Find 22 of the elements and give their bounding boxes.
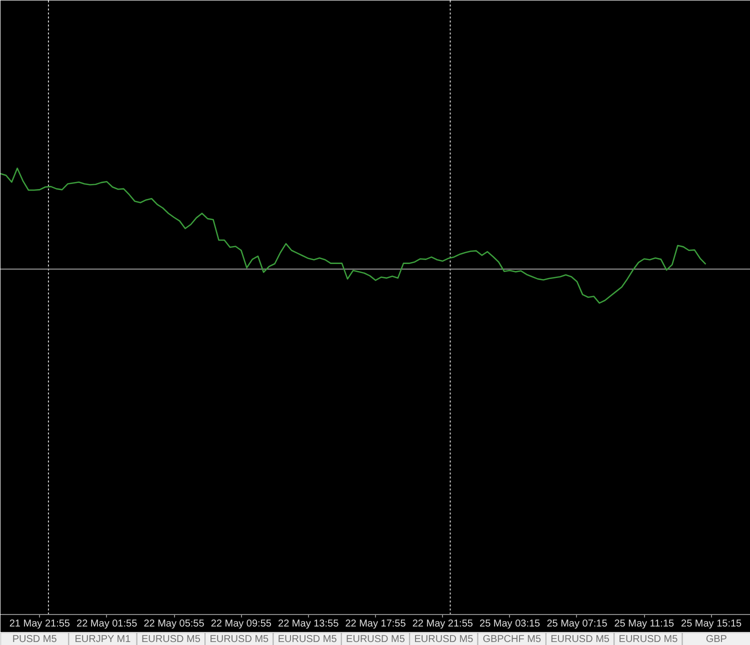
x-tick-label: 22 May 21:55: [412, 618, 474, 630]
text: EURUSD M5: [346, 634, 406, 645]
text: EURJPY M1: [74, 634, 132, 645]
x-tick-label: 22 May 01:55: [76, 618, 138, 630]
text: GBP: [706, 634, 728, 645]
x-tick-label: 22 May 09:55: [210, 618, 272, 630]
text: PUSD M5: [12, 634, 58, 645]
text: EURUSD M5: [142, 634, 201, 645]
x-tick-label: 21 May 21:55: [9, 618, 70, 630]
text: EURUSD M5: [278, 634, 338, 645]
x-tick-label: 25 May 15:15: [681, 618, 742, 630]
x-tick-label: 25 May 03:15: [480, 618, 541, 630]
text: EURUSD M5: [210, 634, 270, 645]
x-tick-label: 22 May 17:55: [345, 618, 406, 630]
text: EURUSD M5: [550, 634, 610, 645]
x-tick-label: 25 May 07:15: [546, 618, 608, 630]
text: EURUSD M5: [618, 634, 678, 645]
text: EURUSD M5: [414, 634, 474, 645]
x-tick-label: 22 May 05:55: [144, 618, 205, 630]
text: GBPCHF M5: [482, 634, 542, 645]
x-tick-label: 25 May 11:15: [614, 618, 675, 630]
x-tick-label: 22 May 13:55: [278, 618, 340, 630]
